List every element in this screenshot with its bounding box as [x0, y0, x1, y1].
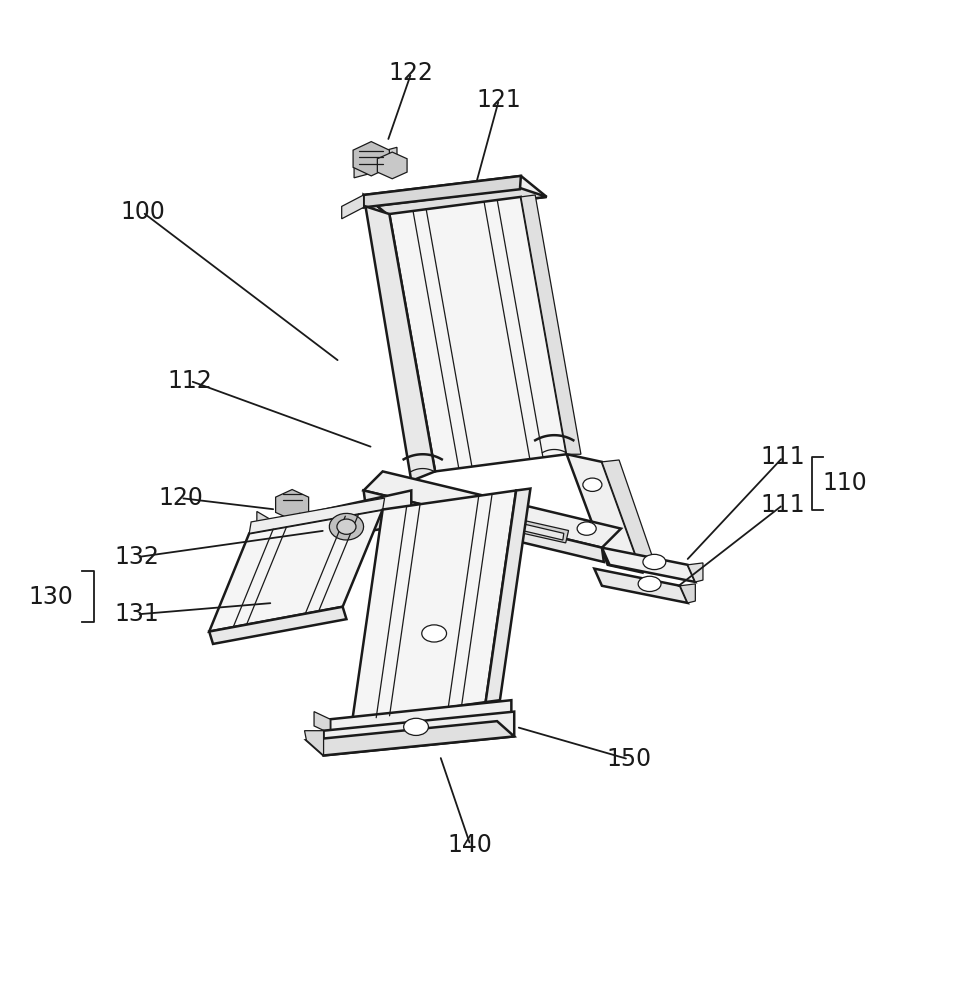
Text: 131: 131	[115, 602, 159, 626]
Ellipse shape	[422, 625, 446, 642]
Text: 100: 100	[120, 200, 164, 224]
Polygon shape	[273, 490, 411, 540]
Polygon shape	[595, 569, 687, 603]
Polygon shape	[353, 142, 389, 176]
Polygon shape	[389, 197, 567, 471]
Polygon shape	[363, 471, 621, 548]
Polygon shape	[330, 700, 511, 734]
Text: 110: 110	[822, 471, 867, 495]
Polygon shape	[275, 490, 309, 520]
Text: 150: 150	[606, 747, 651, 771]
Text: 122: 122	[389, 61, 434, 85]
Polygon shape	[330, 513, 363, 540]
Polygon shape	[273, 510, 411, 548]
Ellipse shape	[403, 718, 428, 735]
Text: 121: 121	[477, 88, 521, 112]
Polygon shape	[209, 607, 346, 644]
Polygon shape	[486, 489, 531, 702]
Polygon shape	[602, 548, 695, 582]
Polygon shape	[257, 511, 273, 540]
Polygon shape	[365, 206, 435, 481]
Text: 120: 120	[158, 486, 203, 510]
Polygon shape	[363, 188, 547, 216]
Polygon shape	[378, 152, 407, 179]
Ellipse shape	[639, 576, 661, 592]
Ellipse shape	[337, 519, 356, 534]
Text: 112: 112	[167, 369, 212, 393]
Polygon shape	[521, 195, 581, 454]
Text: 132: 132	[115, 545, 160, 569]
Polygon shape	[602, 460, 657, 572]
Polygon shape	[209, 510, 382, 632]
Polygon shape	[307, 721, 514, 755]
Polygon shape	[287, 513, 313, 538]
Ellipse shape	[577, 522, 597, 535]
Polygon shape	[687, 563, 703, 582]
Text: 111: 111	[761, 493, 805, 517]
Text: 111: 111	[761, 445, 805, 469]
Polygon shape	[363, 176, 521, 207]
Polygon shape	[330, 714, 513, 746]
Polygon shape	[305, 731, 323, 755]
Polygon shape	[363, 490, 604, 562]
Ellipse shape	[642, 554, 665, 570]
Polygon shape	[250, 498, 384, 533]
Polygon shape	[352, 490, 516, 721]
Ellipse shape	[583, 478, 602, 491]
Polygon shape	[567, 454, 642, 572]
Text: 130: 130	[29, 585, 74, 609]
Polygon shape	[314, 712, 330, 734]
Polygon shape	[365, 495, 411, 519]
Polygon shape	[363, 176, 547, 216]
Polygon shape	[354, 147, 397, 178]
Polygon shape	[323, 712, 514, 755]
Text: 140: 140	[448, 833, 492, 857]
Polygon shape	[341, 195, 363, 219]
Polygon shape	[473, 512, 564, 540]
Polygon shape	[680, 584, 695, 603]
Polygon shape	[468, 509, 569, 543]
